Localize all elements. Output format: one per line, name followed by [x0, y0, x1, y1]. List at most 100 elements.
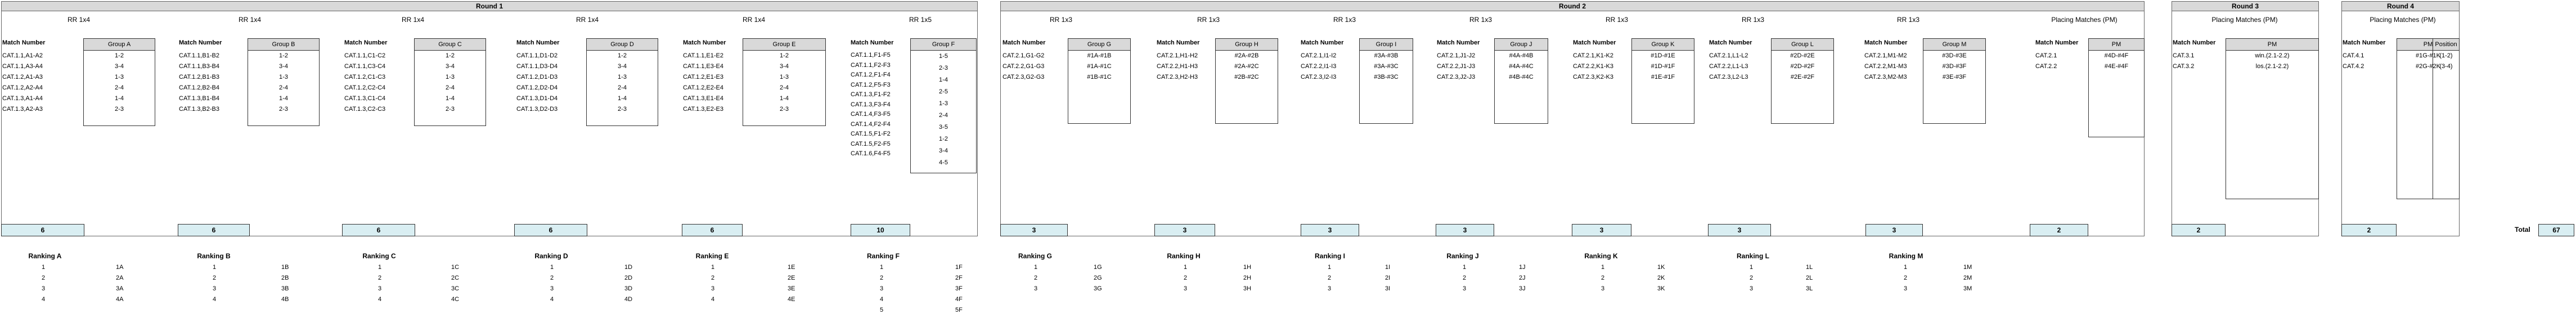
total-count: 67: [2538, 224, 2574, 236]
group-cell: 1-2: [939, 136, 948, 142]
ranking-entry: 3D: [624, 285, 633, 292]
round-2-header: Round 2: [1000, 1, 2145, 11]
ranking-title: Ranking F: [866, 252, 900, 260]
ranking-entry: 2M: [1963, 275, 1972, 281]
pm-box: PM win.(2.1-2.2) los.(2.1-2.2): [2226, 38, 2319, 199]
match-count: 3: [1708, 224, 1771, 236]
match-count: 6: [682, 224, 743, 236]
match-number: CAT.2.3,I2-I3: [1301, 74, 1337, 80]
match-number: CAT.1.2,A1-A3: [2, 74, 43, 80]
ranking-entry: 4: [711, 296, 715, 303]
group-cell: #1G-#1K: [2415, 52, 2441, 59]
ranking-entry: 4: [550, 296, 554, 303]
match-count: 3: [1000, 224, 1068, 236]
group-title: Group K: [1632, 39, 1694, 51]
rr-label: RR 1x4: [238, 16, 261, 24]
match-list: CAT.2.1,J1-J2 CAT.2.2,J1-J3 CAT.2.3,J2-J3: [1437, 51, 1475, 83]
match-number: CAT.1.2,C1-C3: [344, 74, 386, 80]
pm-box: PM #4D-#4F #4E-#4F: [2088, 38, 2145, 137]
match-number: CAT.1.2,C2-C4: [344, 84, 386, 91]
rr-label: RR 1x4: [576, 16, 599, 24]
group-title: Group F: [911, 39, 976, 51]
match-number: CAT.2.2,G1-G3: [1002, 63, 1045, 70]
ranking-codes: 1M 2M 3M: [1963, 262, 1972, 294]
group-cell: win.(2.1-2.2): [2255, 52, 2290, 59]
rr-label: RR 1x3: [1469, 16, 1492, 24]
rr-label: RR 1x4: [401, 16, 424, 24]
match-number: CAT.1.3,B2-B3: [179, 106, 219, 113]
group-cell: 1-3: [115, 74, 124, 80]
match-number: CAT.1.3,E1-E4: [683, 95, 723, 102]
group-cell: 1-4: [780, 95, 789, 102]
match-list: CAT.2.1,K1-K2 CAT.2.2,K1-K3 CAT.2.3,K2-K3: [1573, 51, 1613, 83]
group-cell: 1-4: [618, 95, 627, 102]
match-number-header: Match Number: [1301, 39, 1344, 46]
ranking-entry: 2L: [1806, 275, 1813, 281]
ranking-entry: 2: [213, 275, 217, 281]
ranking-list: 1 2 3: [1184, 262, 1187, 294]
group-title: Group B: [248, 39, 319, 51]
ranking-entry: 3: [880, 285, 884, 292]
match-number: CAT.4.2: [2343, 63, 2364, 70]
group-cell: #1A-#1C: [1087, 63, 1112, 70]
ranking-entry: 1H: [1243, 264, 1252, 271]
match-count: 10: [851, 224, 910, 236]
group-cell: #2E-#2F: [1790, 74, 1815, 80]
ranking-title: Ranking A: [28, 252, 62, 260]
ranking-entry: 3L: [1806, 285, 1813, 292]
ranking-entry: 1I: [1385, 264, 1391, 271]
match-list: CAT.1.1,C1-C2 CAT.1.1,C3-C4 CAT.1.2,C1-C3 C…: [344, 51, 385, 115]
group-cell: 3-4: [446, 63, 455, 70]
ranking-entry: 3F: [955, 285, 963, 292]
ranking-entry: 1F: [955, 264, 963, 271]
group-cell: #2D-#2E: [1790, 52, 1815, 59]
ranking-entry: 4B: [281, 296, 289, 303]
match-number: CAT.1.3,C2-C3: [344, 106, 386, 113]
ranking-entry: 1: [1184, 264, 1188, 271]
group-cell: 3-4: [939, 147, 948, 154]
group-box: Group M #3D-#3E #3D-#3F #3E-#3F: [1923, 38, 1986, 124]
ranking-entry: 1: [550, 264, 554, 271]
ranking-entry: 3B: [281, 285, 289, 292]
group-cell: #3B-#3C: [1374, 74, 1399, 80]
ranking-entry: 4: [880, 296, 884, 303]
match-number: CAT.2.3,K2-K3: [1573, 74, 1613, 80]
ranking-entry: 1G: [1094, 264, 1102, 271]
match-number: CAT.1.3,F3-F4: [851, 101, 891, 108]
group-cell: 3-4: [618, 63, 627, 70]
match-number-header: Match Number: [1437, 39, 1480, 46]
group-cell: #4D-#4F: [2104, 52, 2129, 59]
match-number: CAT.2.2,M1-M3: [1864, 63, 1907, 70]
ranking-title: Ranking L: [1736, 252, 1769, 260]
match-number: CAT.1.2,F5-F3: [851, 81, 891, 88]
group-cell: (1-2): [2439, 52, 2453, 59]
group-cell: #4E-#4F: [2104, 63, 2129, 70]
ranking-entry: 2A: [116, 275, 124, 281]
match-number: CAT.2.1,H1-H2: [1157, 52, 1198, 59]
match-number: CAT.1.3,B1-B4: [179, 95, 219, 102]
group-title: Group C: [415, 39, 485, 51]
round-3-header: Round 3: [2172, 1, 2319, 11]
group-cell: 2-4: [780, 84, 789, 91]
ranking-entry: 1: [1034, 264, 1038, 271]
group-box: Group I #3A-#3B #3A-#3C #3B-#3C: [1359, 38, 1413, 124]
match-list: CAT.2.1,G1-G2 CAT.2.2,G1-G3 CAT.2.3,G2-G3: [1002, 51, 1044, 83]
match-number: CAT.1.1,D1-D2: [516, 52, 558, 59]
ranking-codes: 1A 2A 3A 4A: [116, 262, 123, 305]
match-number: CAT.2.3,J2-J3: [1437, 74, 1476, 80]
ranking-entry: 1: [1601, 264, 1605, 271]
ranking-entry: 1D: [624, 264, 633, 271]
group-box: Group B 1-2 3-4 1-3 2-4 1-4 2-3: [248, 38, 320, 126]
group-box: Group A 1-2 3-4 1-3 2-4 1-4 2-3: [83, 38, 155, 126]
position-box: Position (1-2) (3-4): [2433, 38, 2460, 199]
match-number: CAT.1.1,A3-A4: [2, 63, 43, 70]
ranking-entry: 1: [378, 264, 382, 271]
group-cell: 1-2: [115, 52, 124, 59]
ranking-title: Ranking E: [695, 252, 729, 260]
match-number: CAT.2.1,L1-L2: [1709, 52, 1748, 59]
group-cell: 1-3: [618, 74, 627, 80]
ranking-entry: 3A: [116, 285, 124, 292]
ranking-codes: 1B 2B 3B 4B: [281, 262, 289, 305]
group-title: Group E: [743, 39, 825, 51]
group-cell: #3D-#3F: [1942, 63, 1967, 70]
